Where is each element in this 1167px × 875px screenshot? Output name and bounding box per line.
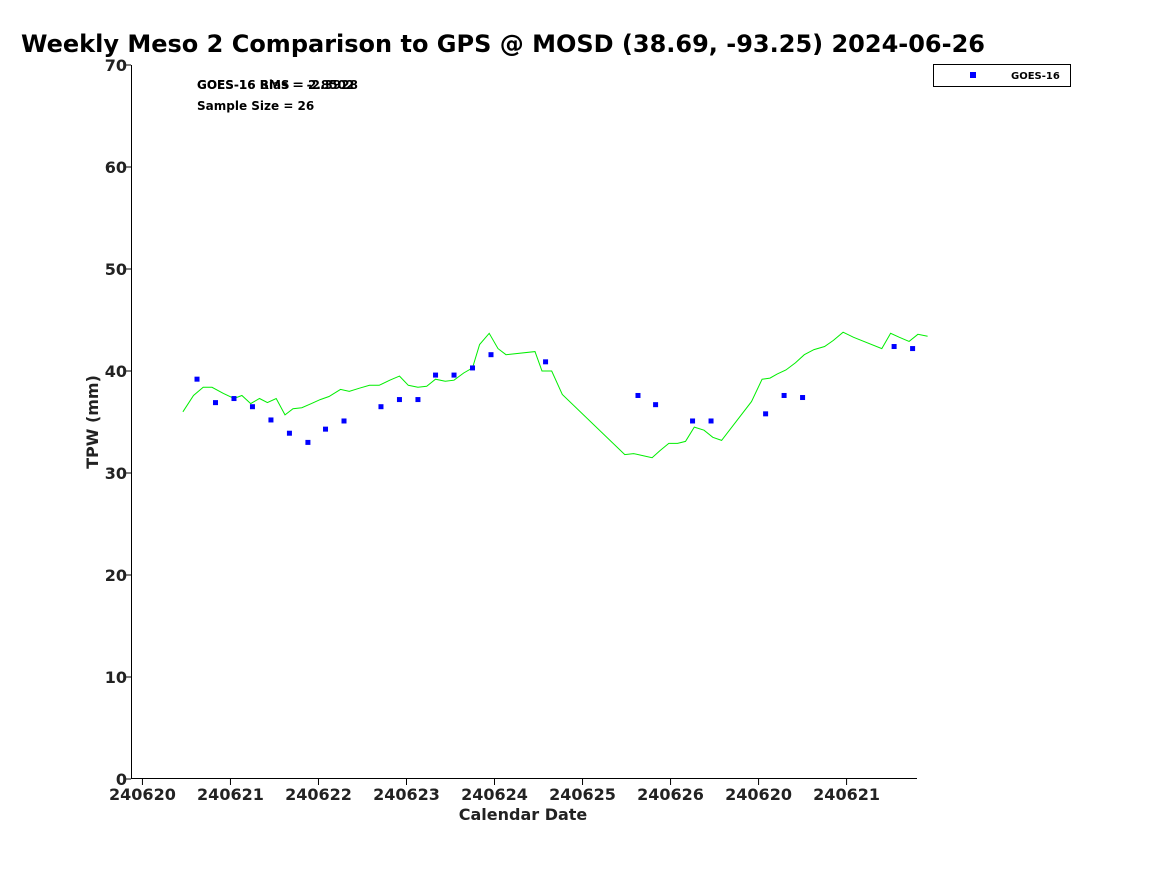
legend-marker-goes16 — [970, 72, 976, 78]
stat-bias-text: GOES-16 Bias = -2.3928 — [197, 78, 358, 92]
goes16-point — [378, 404, 384, 410]
y-tick-label: 10 — [105, 668, 127, 687]
goes16-point — [800, 395, 806, 401]
goes16-point — [451, 372, 457, 378]
y-ticks: 0 10 20 30 40 50 60 70 — [105, 56, 131, 789]
x-tick-label: 240621 — [813, 785, 880, 804]
x-tick-label: 240626 — [637, 785, 704, 804]
goes16-point — [488, 352, 494, 358]
goes16-point — [543, 359, 549, 365]
goes16-point — [415, 397, 421, 403]
goes16-point — [396, 397, 402, 403]
legend: GOES-16 — [933, 64, 1071, 87]
x-tick-label: 240620 — [109, 785, 176, 804]
y-tick-label: 60 — [105, 158, 127, 177]
gps-tpw-line — [182, 331, 928, 459]
goes16-point — [635, 392, 641, 398]
chart-title: Weekly Meso 2 Comparison to GPS @ MOSD (… — [21, 30, 985, 58]
x-axis-title: Calendar Date — [459, 805, 588, 824]
goes16-point — [268, 417, 274, 423]
x-tick-label: 240622 — [285, 785, 352, 804]
goes16-point — [212, 400, 218, 406]
x-tick-label: 240621 — [197, 785, 264, 804]
goes16-point — [763, 411, 769, 417]
y-tick-label: 30 — [105, 464, 127, 483]
goes16-point — [910, 346, 916, 352]
goes16-point — [231, 396, 237, 402]
y-tick-label: 40 — [105, 362, 127, 381]
goes16-point — [323, 426, 329, 432]
goes16-point — [194, 376, 200, 382]
y-axis-title: TPW (mm) — [83, 375, 102, 469]
legend-box — [933, 64, 1071, 87]
x-ticks: 240620 240621 240622 240623 240624 240625 2406… — [109, 779, 880, 804]
goes16-point — [305, 439, 311, 445]
goes16-point — [891, 344, 897, 350]
goes16-point — [433, 372, 439, 378]
series-layer — [182, 331, 928, 459]
y-tick-label: 50 — [105, 260, 127, 279]
x-tick-label: 240625 — [549, 785, 616, 804]
goes16-point — [341, 418, 347, 424]
goes16-point — [470, 365, 476, 371]
y-tick-label: 70 — [105, 56, 127, 75]
x-tick-label: 240620 — [725, 785, 792, 804]
goes16-point — [690, 418, 696, 424]
y-tick-label: 20 — [105, 566, 127, 585]
goes16-point — [708, 418, 714, 424]
goes16-point — [781, 392, 787, 398]
goes16-point — [286, 430, 292, 436]
goes16-point — [249, 404, 255, 410]
y-tick-label: 0 — [116, 770, 127, 789]
x-tick-label: 240624 — [461, 785, 528, 804]
axes — [131, 65, 917, 779]
x-tick-label: 240623 — [373, 785, 440, 804]
goes16-point — [653, 402, 659, 408]
stat-rms-text: GOES-16 RMS = 2.8502 — [197, 78, 354, 92]
legend-label-goes16: GOES-16 — [1011, 71, 1060, 82]
sample-size-text: Sample Size = 26 — [197, 99, 314, 113]
